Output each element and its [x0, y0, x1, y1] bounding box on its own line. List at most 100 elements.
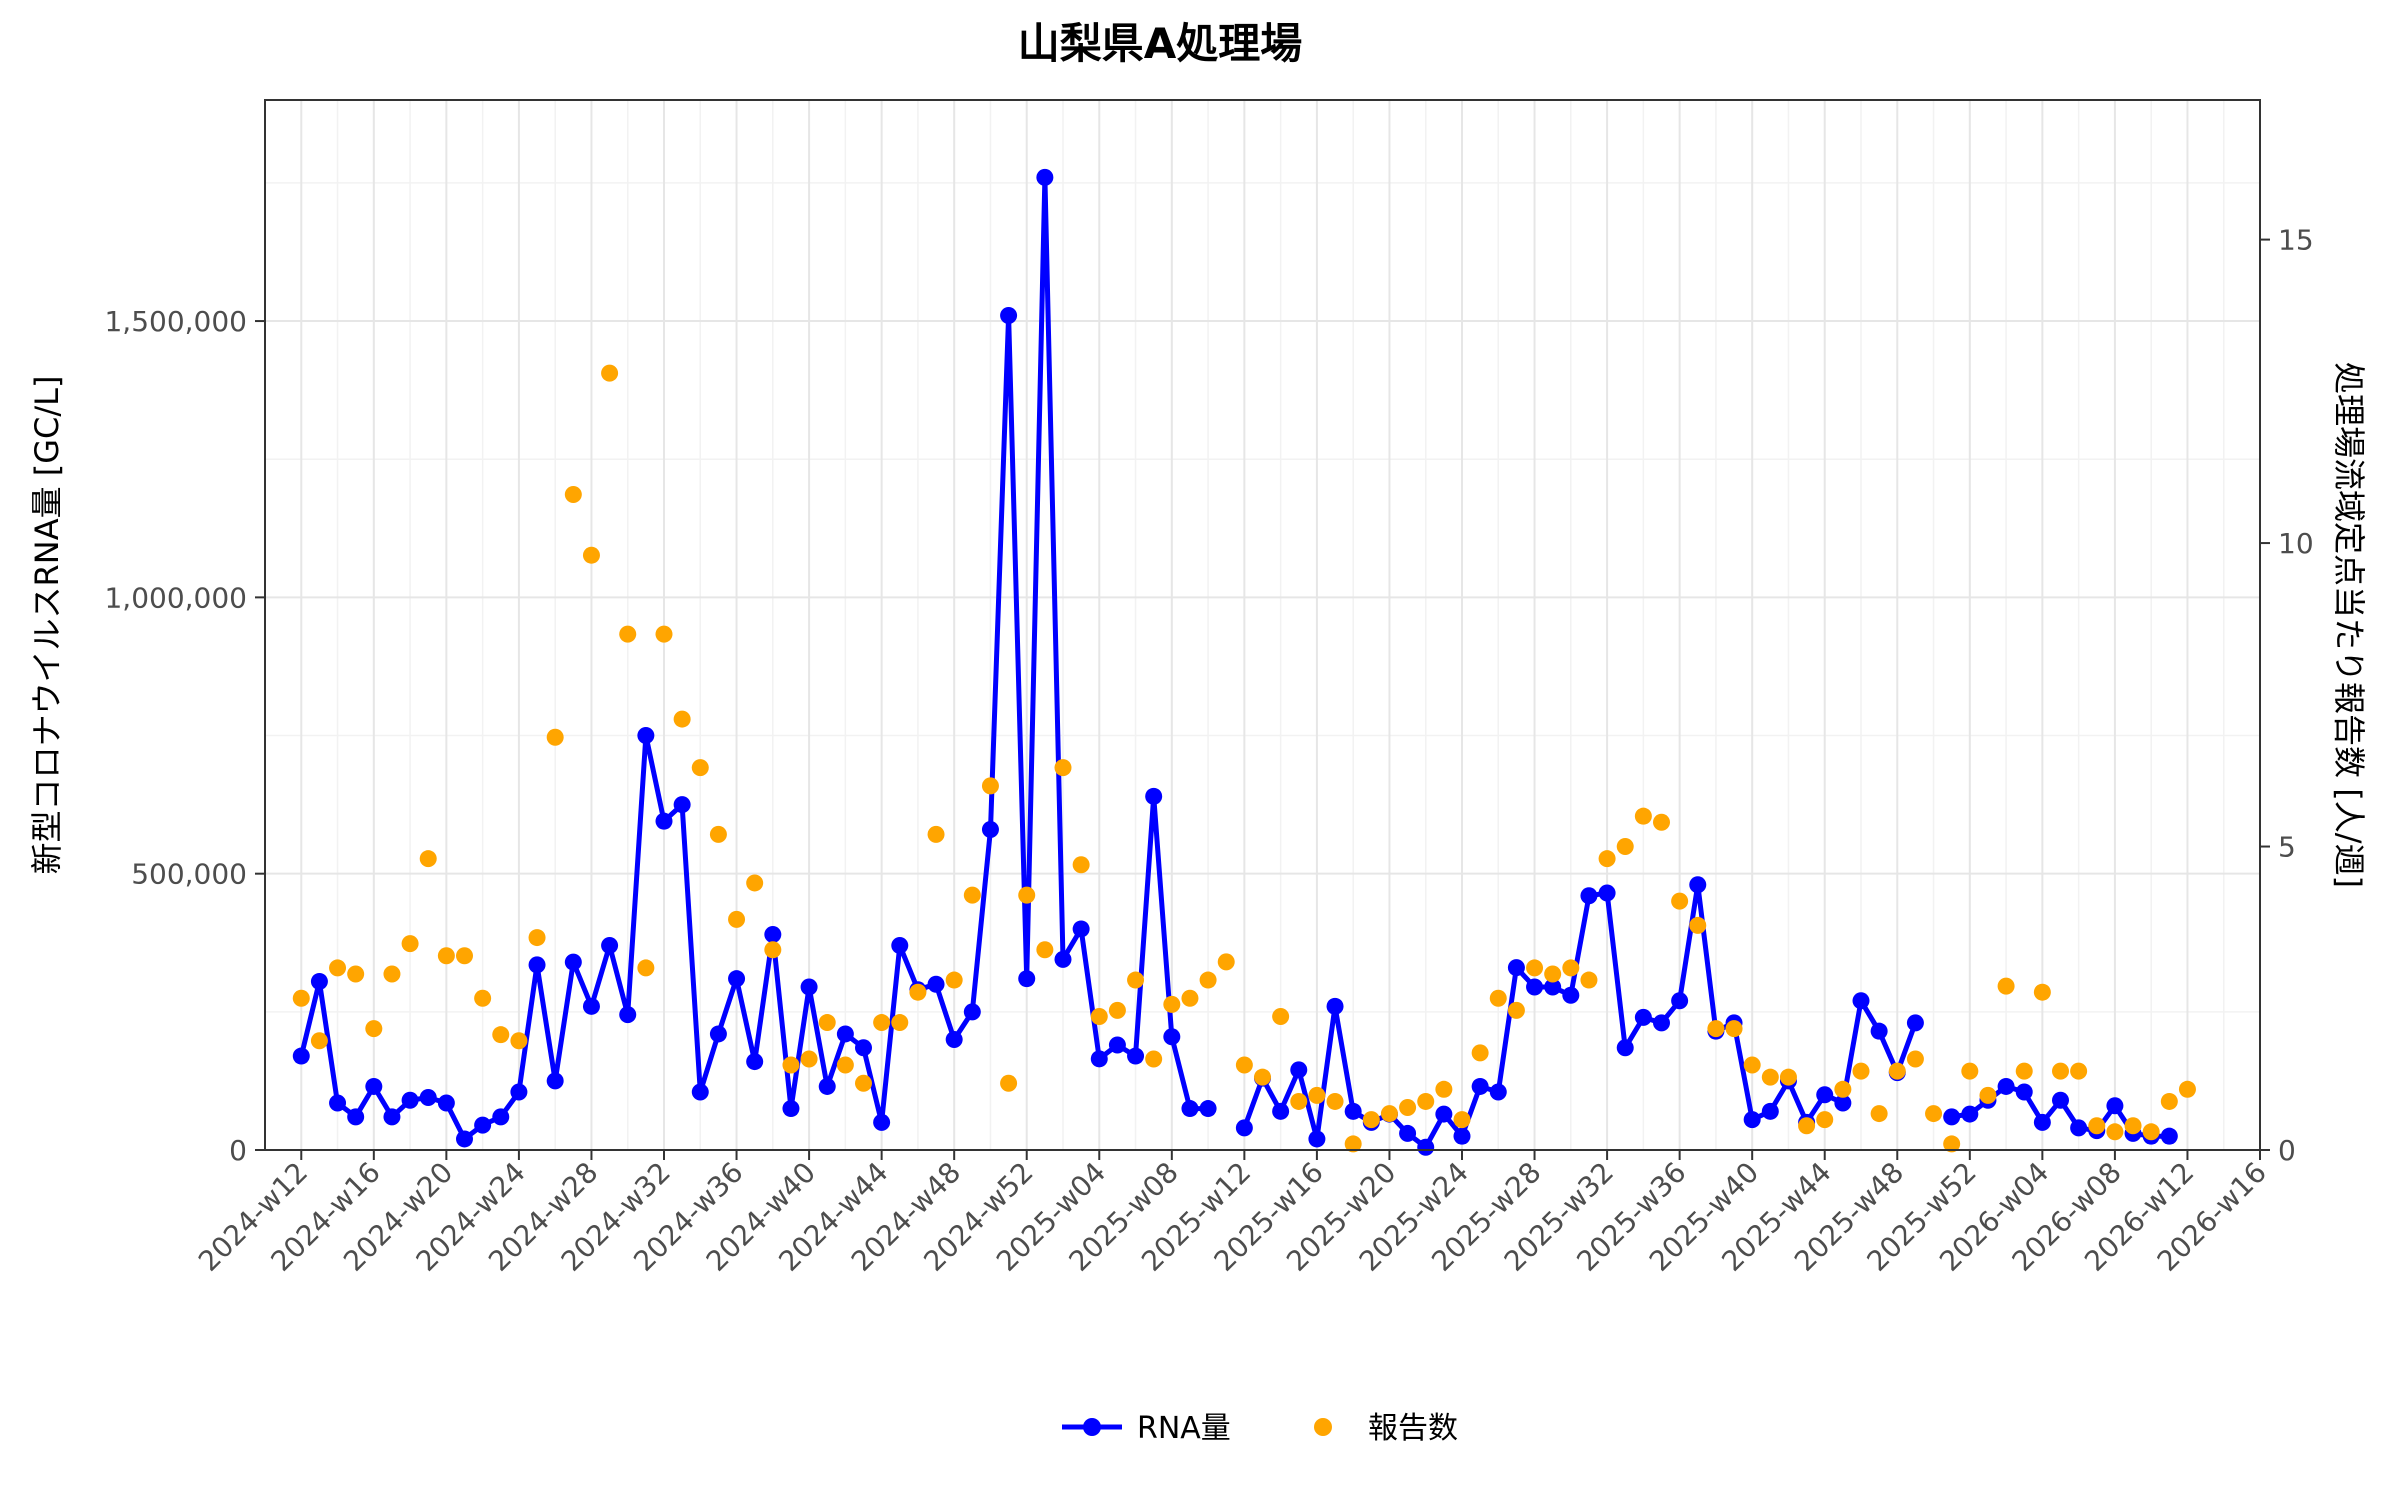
rna-point: [1743, 1111, 1761, 1129]
rna-point: [746, 1053, 764, 1071]
report-point: [1163, 995, 1181, 1013]
report-point: [510, 1032, 528, 1050]
report-point: [329, 959, 347, 977]
report-point: [1290, 1092, 1308, 1110]
report-point: [2088, 1117, 2106, 1135]
report-point: [1399, 1099, 1417, 1117]
rna-point: [1671, 992, 1689, 1010]
rna-point: [1290, 1061, 1308, 1079]
report-point: [800, 1050, 818, 1068]
rna-point: [691, 1083, 709, 1101]
report-point: [1707, 1020, 1725, 1038]
report-point: [1888, 1062, 1906, 1080]
rna-point: [764, 925, 782, 943]
rna-point: [782, 1100, 800, 1118]
right-tick-label: 15: [2278, 224, 2314, 257]
legend-rna-label: RNA量: [1137, 1411, 1231, 1446]
rna-point: [347, 1108, 365, 1126]
report-point: [1798, 1117, 1816, 1135]
chart-title: 山梨県A処理場: [1018, 19, 1303, 68]
report-point: [1562, 959, 1580, 977]
rna-point: [1181, 1100, 1199, 1118]
left-y-axis: 0 500,000 1,000,000 1,500,000: [104, 305, 265, 1167]
right-y-axis: 0 5 10 15: [2260, 224, 2314, 1167]
report-point: [1235, 1056, 1253, 1074]
report-point: [963, 886, 981, 904]
rna-point: [1761, 1102, 1779, 1120]
rna-point: [1235, 1119, 1253, 1137]
report-point: [1997, 977, 2015, 995]
report-point: [582, 546, 600, 564]
report-point: [1943, 1135, 1961, 1153]
report-point: [655, 625, 673, 643]
rna-point: [855, 1039, 872, 1057]
report-point: [1598, 850, 1616, 868]
report-point: [2033, 983, 2051, 1001]
report-point: [1417, 1092, 1435, 1110]
rna-point: [1090, 1050, 1108, 1068]
rna-point: [818, 1077, 836, 1095]
report-point: [1326, 1092, 1344, 1110]
report-point: [836, 1056, 854, 1074]
rna-point: [963, 1003, 981, 1021]
rna-point: [2033, 1113, 2051, 1131]
report-point: [818, 1014, 836, 1032]
report-point: [1199, 971, 1217, 989]
rna-point: [1417, 1138, 1435, 1156]
report-point: [601, 364, 619, 382]
rna-point: [1562, 986, 1580, 1004]
rna-point: [709, 1025, 727, 1043]
rna-point: [582, 997, 600, 1015]
rna-point: [546, 1072, 564, 1090]
rna-point: [1526, 978, 1544, 996]
report-point: [401, 935, 419, 953]
left-tick-label: 0: [229, 1134, 247, 1167]
rna-point: [510, 1083, 528, 1101]
report-point: [709, 825, 727, 843]
report-point: [1671, 892, 1689, 910]
rna-point: [1000, 307, 1018, 325]
rna-point: [1598, 884, 1616, 902]
report-point: [782, 1056, 800, 1074]
report-point: [855, 1074, 872, 1092]
rna-point: [1943, 1108, 1961, 1126]
report-point: [2052, 1062, 2069, 1080]
rna-point: [1399, 1124, 1417, 1142]
report-point: [2160, 1092, 2178, 1110]
report-point: [1852, 1062, 1870, 1080]
rna-point: [1489, 1083, 1507, 1101]
report-point: [1925, 1105, 1943, 1123]
report-point: [1653, 813, 1670, 831]
rna-point: [1870, 1022, 1888, 1040]
report-point: [691, 759, 709, 777]
rna-point: [1906, 1014, 1924, 1032]
left-tick-label: 500,000: [131, 858, 247, 891]
report-point: [891, 1014, 909, 1032]
report-point: [310, 1032, 328, 1050]
report-point: [292, 989, 310, 1007]
report-point: [1743, 1056, 1761, 1074]
rna-point: [1961, 1105, 1979, 1123]
report-point: [1127, 971, 1145, 989]
rna-point: [1108, 1036, 1126, 1054]
rna-point: [601, 937, 619, 955]
report-point: [1145, 1050, 1163, 1068]
left-tick-label: 1,000,000: [104, 581, 247, 614]
report-point: [1181, 989, 1199, 1007]
report-point: [1018, 886, 1036, 904]
rna-point: [1834, 1094, 1852, 1112]
report-point: [1217, 953, 1235, 971]
report-point: [492, 1026, 510, 1044]
rna-point: [1272, 1102, 1290, 1120]
rna-point: [1199, 1100, 1217, 1118]
report-point: [1816, 1111, 1834, 1129]
rna-point: [836, 1025, 854, 1043]
x-axis: 2024-w122024-w162024-w202024-w242024-w28…: [192, 1150, 2273, 1278]
report-point: [347, 965, 365, 983]
report-point: [2178, 1080, 2196, 1098]
report-point: [1072, 856, 1090, 874]
report-point: [637, 959, 655, 977]
rna-point: [1054, 950, 1072, 968]
report-point: [1453, 1111, 1471, 1129]
rna-point: [1435, 1105, 1453, 1123]
